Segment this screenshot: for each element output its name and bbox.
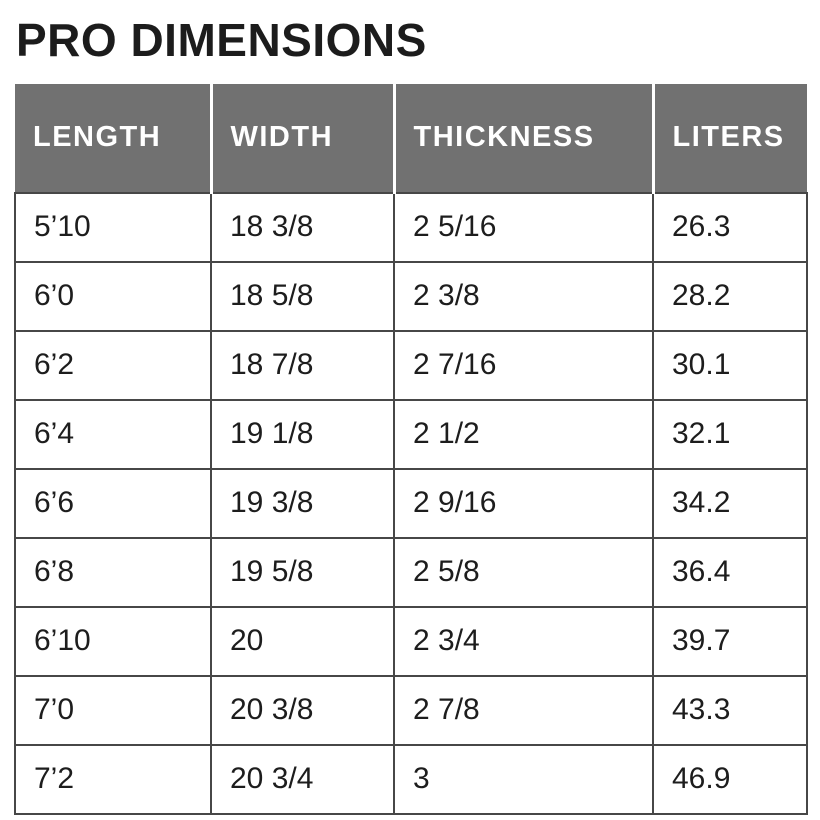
column-header-width: WIDTH <box>209 83 394 193</box>
cell-length: 6’0 <box>14 260 212 332</box>
cell-width: 19 1/8 <box>210 398 395 470</box>
table-row: 6’0 18 5/8 2 3/8 28.2 <box>14 260 808 332</box>
dimensions-table: LENGTH WIDTH THICKNESS LITERS 5’10 18 3/… <box>14 83 808 815</box>
table-row: 6’10 20 2 3/4 39.7 <box>14 605 808 677</box>
cell-thickness: 2 1/2 <box>393 398 654 470</box>
cell-liters: 34.2 <box>652 467 808 539</box>
cell-length: 7’0 <box>14 674 212 746</box>
cell-thickness: 2 3/8 <box>393 260 654 332</box>
cell-thickness: 2 9/16 <box>393 467 654 539</box>
table-row: 6’4 19 1/8 2 1/2 32.1 <box>14 398 808 470</box>
cell-length: 6’2 <box>14 329 212 401</box>
cell-thickness: 2 5/16 <box>393 191 654 263</box>
cell-width: 19 5/8 <box>210 536 395 608</box>
cell-thickness: 2 3/4 <box>393 605 654 677</box>
cell-width: 20 3/4 <box>210 743 395 815</box>
cell-width: 20 <box>210 605 395 677</box>
cell-width: 20 3/8 <box>210 674 395 746</box>
cell-liters: 26.3 <box>652 191 808 263</box>
cell-liters: 30.1 <box>652 329 808 401</box>
cell-length: 6’10 <box>14 605 212 677</box>
table-row: 6’8 19 5/8 2 5/8 36.4 <box>14 536 808 608</box>
cell-liters: 32.1 <box>652 398 808 470</box>
cell-width: 19 3/8 <box>210 467 395 539</box>
cell-thickness: 2 5/8 <box>393 536 654 608</box>
cell-liters: 46.9 <box>652 743 808 815</box>
cell-width: 18 3/8 <box>210 191 395 263</box>
table-header-row: LENGTH WIDTH THICKNESS LITERS <box>15 83 807 193</box>
cell-liters: 39.7 <box>652 605 808 677</box>
table-row: 7’2 20 3/4 3 46.9 <box>14 743 808 815</box>
cell-width: 18 5/8 <box>210 260 395 332</box>
column-header-thickness: THICKNESS <box>392 83 653 193</box>
column-header-liters: LITERS <box>651 83 807 193</box>
cell-liters: 28.2 <box>652 260 808 332</box>
cell-thickness: 3 <box>393 743 654 815</box>
cell-liters: 36.4 <box>652 536 808 608</box>
cell-thickness: 2 7/8 <box>393 674 654 746</box>
cell-length: 6’4 <box>14 398 212 470</box>
table-row: 5’10 18 3/8 2 5/16 26.3 <box>14 191 808 263</box>
cell-width: 18 7/8 <box>210 329 395 401</box>
cell-length: 6’8 <box>14 536 212 608</box>
cell-length: 7’2 <box>14 743 212 815</box>
cell-liters: 43.3 <box>652 674 808 746</box>
cell-thickness: 2 7/16 <box>393 329 654 401</box>
column-header-length: LENGTH <box>15 83 211 193</box>
page-title: PRO DIMENSIONS <box>16 14 427 66</box>
table-row: 6’6 19 3/8 2 9/16 34.2 <box>14 467 808 539</box>
table-row: 6’2 18 7/8 2 7/16 30.1 <box>14 329 808 401</box>
cell-length: 6’6 <box>14 467 212 539</box>
cell-length: 5’10 <box>14 191 212 263</box>
table-row: 7’0 20 3/8 2 7/8 43.3 <box>14 674 808 746</box>
